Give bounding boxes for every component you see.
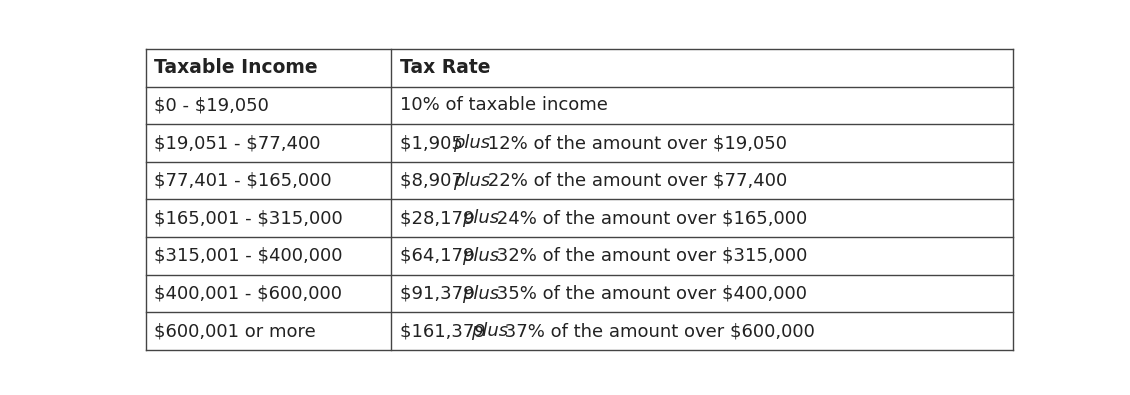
Text: 22% of the amount over \$77,400: 22% of the amount over \$77,400	[481, 172, 786, 190]
Text: 35% of the amount over \$400,000: 35% of the amount over \$400,000	[490, 284, 807, 303]
Text: 12% of the amount over \$19,050: 12% of the amount over \$19,050	[481, 134, 786, 152]
Text: \$64,179: \$64,179	[400, 247, 480, 265]
Text: \$8,907: \$8,907	[400, 172, 468, 190]
Text: plus: plus	[462, 284, 499, 303]
Text: \$19,051 - \$77,400: \$19,051 - \$77,400	[155, 134, 321, 152]
Text: Tax Rate: Tax Rate	[400, 58, 490, 77]
Text: \$161,379: \$161,379	[400, 322, 492, 340]
Text: plus: plus	[462, 209, 499, 227]
Text: \$77,401 - \$165,000: \$77,401 - \$165,000	[155, 172, 332, 190]
Text: plus: plus	[453, 172, 490, 190]
Text: \$0 - \$19,050: \$0 - \$19,050	[155, 96, 269, 115]
Text: \$28,179: \$28,179	[400, 209, 480, 227]
Text: \$400,001 - \$600,000: \$400,001 - \$600,000	[155, 284, 342, 303]
Text: \$91,379: \$91,379	[400, 284, 480, 303]
Text: \$1,905: \$1,905	[400, 134, 468, 152]
Text: \$315,001 - \$400,000: \$315,001 - \$400,000	[155, 247, 342, 265]
Text: 32% of the amount over \$315,000: 32% of the amount over \$315,000	[490, 247, 807, 265]
Text: plus: plus	[453, 134, 490, 152]
Text: \$165,001 - \$315,000: \$165,001 - \$315,000	[155, 209, 344, 227]
Text: plus: plus	[462, 247, 499, 265]
Text: plus: plus	[470, 322, 507, 340]
Text: 10% of taxable income: 10% of taxable income	[400, 96, 608, 115]
Text: 24% of the amount over \$165,000: 24% of the amount over \$165,000	[490, 209, 807, 227]
Text: \$600,001 or more: \$600,001 or more	[155, 322, 316, 340]
Text: Taxable Income: Taxable Income	[155, 58, 318, 77]
Text: 37% of the amount over \$600,000: 37% of the amount over \$600,000	[499, 322, 815, 340]
